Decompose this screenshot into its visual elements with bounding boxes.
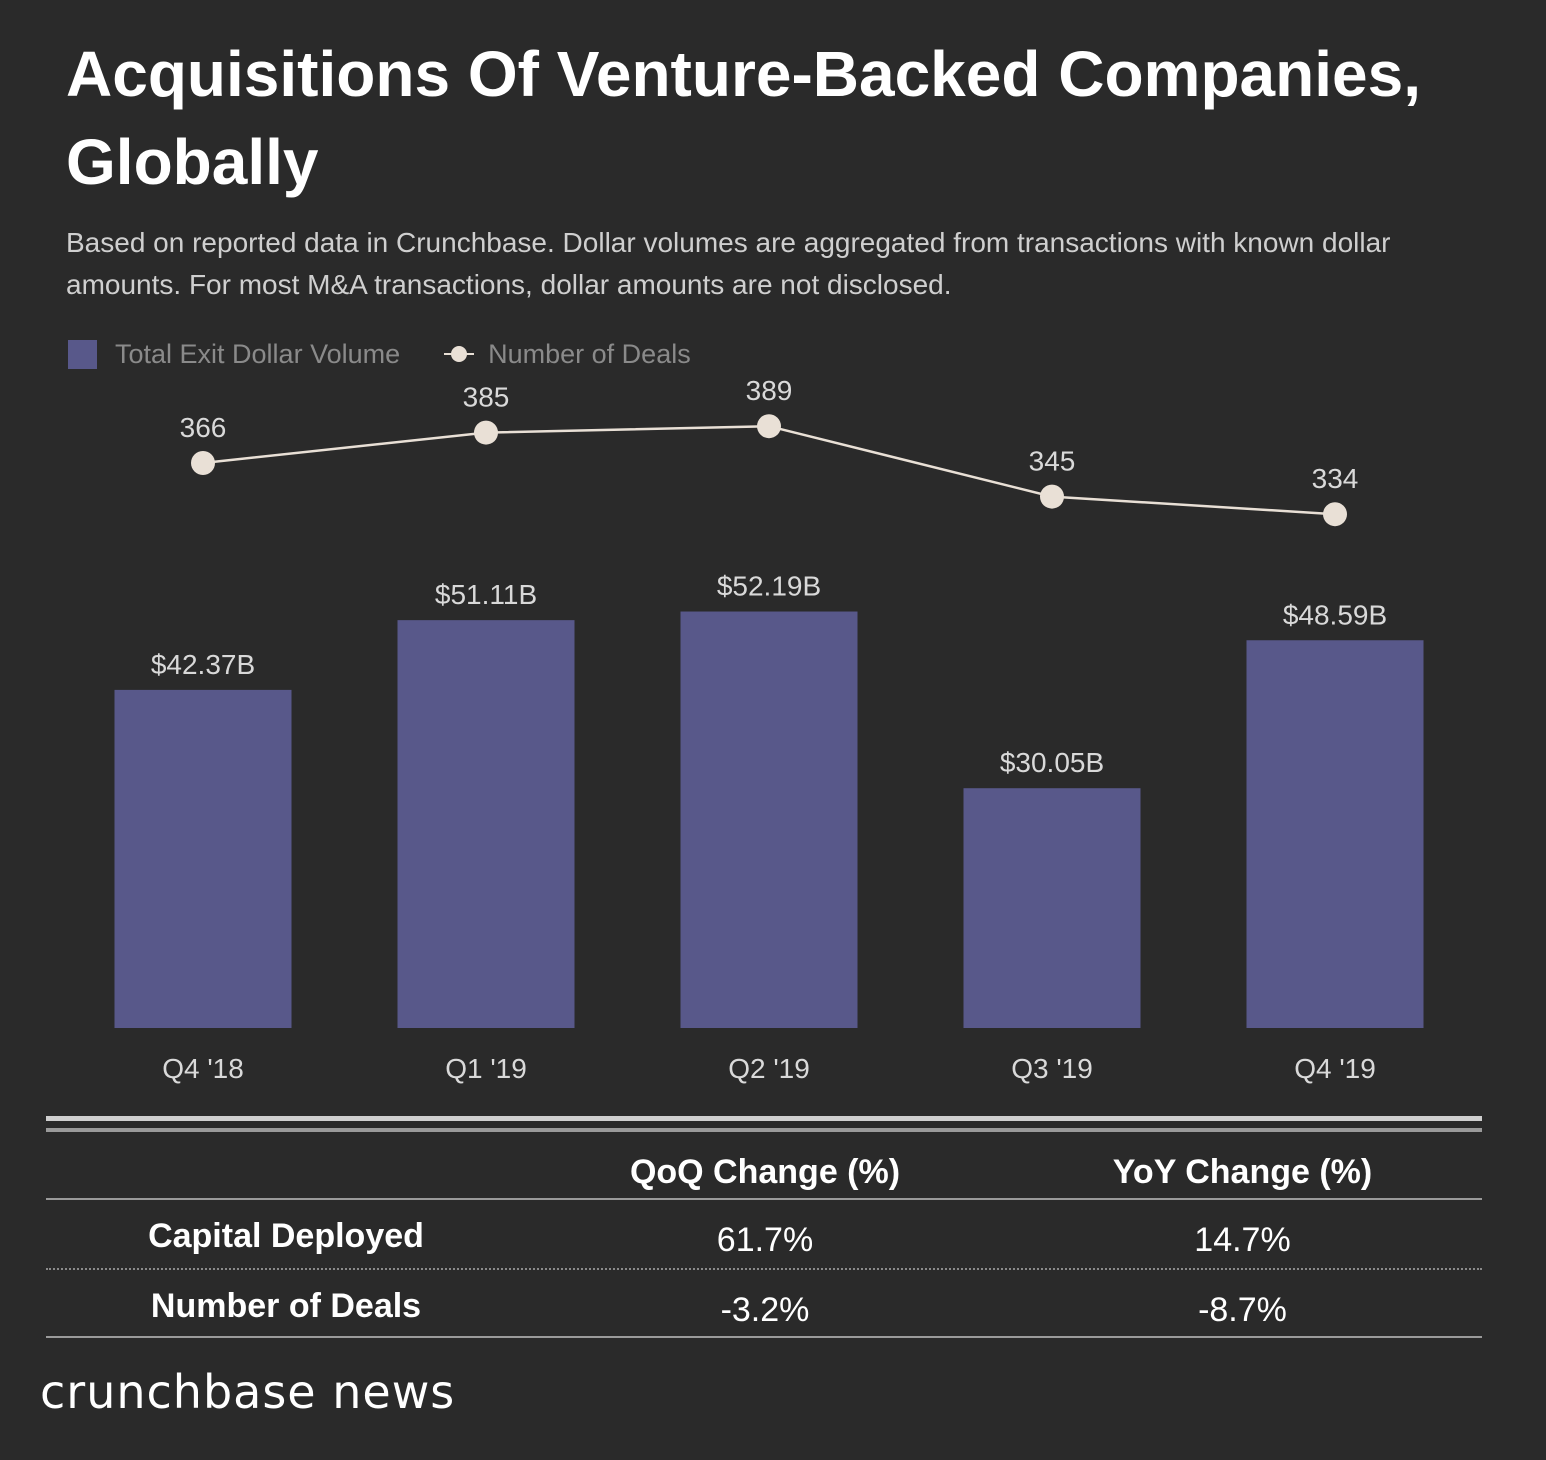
bar-4: [1246, 640, 1424, 1028]
deals-point-1: [474, 420, 498, 445]
bar-0: [114, 689, 292, 1028]
deals-point-2: [757, 414, 781, 439]
table-top-rule-secondary: [46, 1128, 1482, 1132]
deals-value-label-3: 345: [1029, 446, 1076, 477]
chart-title: Acquisitions Of Venture-Backed Companies…: [66, 38, 1421, 198]
table-top-rule: [46, 1116, 1482, 1121]
deals-value-label-4: 334: [1312, 463, 1359, 494]
table-cell-capital-yoy: 14.7%: [1194, 1221, 1291, 1259]
bar-value-label-0: $42.37B: [151, 649, 255, 680]
table-cell-deals-qoq: -3.2%: [720, 1291, 810, 1329]
deals-line: [202, 424, 1336, 516]
x-tick-label-2: Q2 '19: [728, 1053, 810, 1084]
table-row-label-capital: Capital Deployed: [148, 1217, 424, 1255]
deals-value-label-0: 366: [180, 412, 227, 443]
deals-value-label-1: 385: [463, 382, 510, 413]
table-cell-deals-yoy: -8.7%: [1198, 1291, 1287, 1329]
bar-value-label-4: $48.59B: [1283, 599, 1387, 630]
brand-logo: crunchbase news: [40, 1365, 456, 1419]
chart-subtitle: Based on reported data in Crunchbase. Do…: [66, 227, 1391, 300]
bar-3: [963, 788, 1141, 1028]
bar-value-label-3: $30.05B: [1000, 747, 1104, 778]
bar-1: [397, 620, 575, 1028]
x-tick-label-1: Q1 '19: [445, 1053, 527, 1084]
legend: Total Exit Dollar Volume Number of Deals: [68, 334, 691, 374]
table-bottom-rule: [46, 1336, 1482, 1338]
legend-line-marker-icon: [444, 339, 475, 369]
legend-line-label: Number of Deals: [488, 338, 691, 369]
bar-2: [680, 611, 858, 1028]
x-tick-label-3: Q3 '19: [1011, 1053, 1093, 1084]
table-row-divider: [46, 1268, 1482, 1270]
table-header-qoq: QoQ Change (%): [629, 1153, 901, 1191]
table-header-yoy: YoY Change (%): [1112, 1153, 1373, 1191]
combo-chart: $42.37B Q4 '18 $51.11B Q1 '19 $52.19B Q2 '19 $…: [114, 375, 1424, 1084]
table-header-rule: [46, 1198, 1482, 1200]
legend-bars-label: Total Exit Dollar Volume: [115, 338, 401, 369]
x-tick-label-4: Q4 '19: [1294, 1053, 1376, 1084]
legend-bar-swatch-icon: [68, 339, 97, 369]
table-row-label-deals: Number of Deals: [150, 1287, 422, 1325]
bar-value-label-1: $51.11B: [435, 579, 537, 610]
deals-point-3: [1040, 484, 1064, 509]
x-tick-label-0: Q4 '18: [162, 1053, 244, 1084]
deals-point-4: [1323, 502, 1347, 527]
table-cell-capital-qoq: 61.7%: [716, 1221, 814, 1259]
deals-value-label-2: 389: [746, 375, 793, 406]
bar-value-label-2: $52.19B: [717, 571, 821, 602]
deals-point-0: [191, 451, 215, 475]
